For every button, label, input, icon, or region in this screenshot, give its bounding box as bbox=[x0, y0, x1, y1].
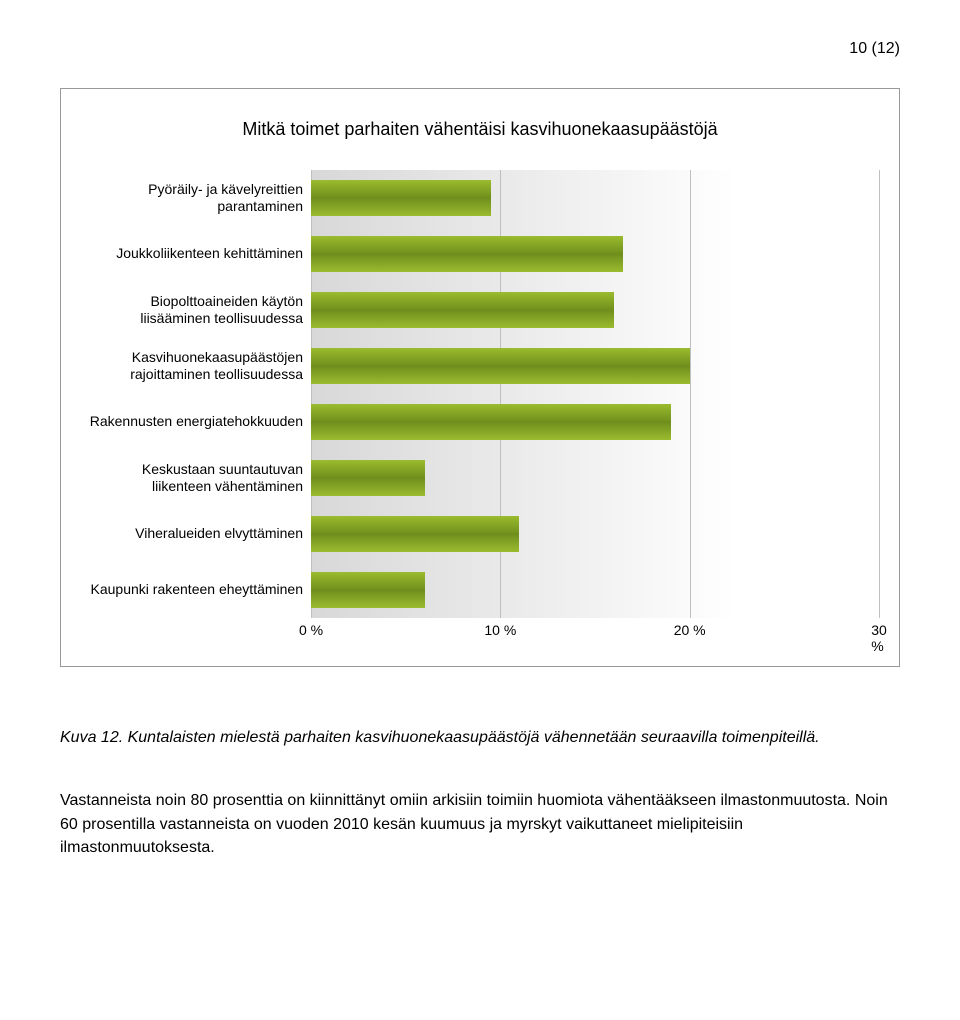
chart-bar bbox=[311, 292, 614, 328]
chart-x-tick: 20 % bbox=[674, 622, 706, 638]
chart-bar-row bbox=[311, 506, 879, 562]
chart-bar bbox=[311, 404, 671, 440]
chart-bar bbox=[311, 460, 425, 496]
chart-bar-row bbox=[311, 226, 879, 282]
page-number: 10 (12) bbox=[60, 40, 900, 58]
chart-x-axis: 0 %10 %20 %30 % bbox=[311, 622, 879, 646]
chart-bar-row bbox=[311, 338, 879, 394]
chart-bar-row bbox=[311, 282, 879, 338]
chart-plot-area bbox=[311, 170, 879, 618]
chart-title: Mitkä toimet parhaiten vähentäisi kasvih… bbox=[81, 119, 879, 140]
chart-bar-row bbox=[311, 394, 879, 450]
chart-bar-row bbox=[311, 450, 879, 506]
chart-category-label: Keskustaan suuntautuvan liikenteen vähen… bbox=[81, 450, 311, 506]
chart-x-tick: 10 % bbox=[484, 622, 516, 638]
chart-bar bbox=[311, 180, 491, 216]
chart-bar bbox=[311, 572, 425, 608]
chart-category-label: Viheralueiden elvyttäminen bbox=[81, 506, 311, 562]
chart-category-label: Joukkoliikenteen kehittäminen bbox=[81, 226, 311, 282]
chart-x-tick: 0 % bbox=[299, 622, 323, 638]
chart-category-label: Kasvihuonekaasupäästöjen rajoittaminen t… bbox=[81, 338, 311, 394]
chart-bar-row bbox=[311, 170, 879, 226]
figure-caption: Kuva 12. Kuntalaisten mielestä parhaiten… bbox=[60, 727, 900, 749]
chart-bar bbox=[311, 348, 690, 384]
chart-category-label: Kaupunki rakenteen eheyttäminen bbox=[81, 562, 311, 618]
chart-body: Pyöräily- ja kävelyreittien parantaminen… bbox=[81, 170, 879, 646]
chart-plot-column: 0 %10 %20 %30 % bbox=[311, 170, 879, 646]
chart-frame: Mitkä toimet parhaiten vähentäisi kasvih… bbox=[60, 88, 900, 667]
chart-category-label: Pyöräily- ja kävelyreittien parantaminen bbox=[81, 170, 311, 226]
chart-category-label: Rakennusten energiatehokkuuden bbox=[81, 394, 311, 450]
chart-bar bbox=[311, 236, 623, 272]
chart-labels-column: Pyöräily- ja kävelyreittien parantaminen… bbox=[81, 170, 311, 646]
chart-bar-row bbox=[311, 562, 879, 618]
body-paragraph: Vastanneista noin 80 prosenttia on kiinn… bbox=[60, 789, 900, 859]
chart-x-tick: 30 % bbox=[871, 622, 887, 654]
chart-gridline bbox=[879, 170, 880, 618]
chart-category-label: Biopolttoaineiden käytön liisääminen teo… bbox=[81, 282, 311, 338]
chart-bar bbox=[311, 516, 519, 552]
